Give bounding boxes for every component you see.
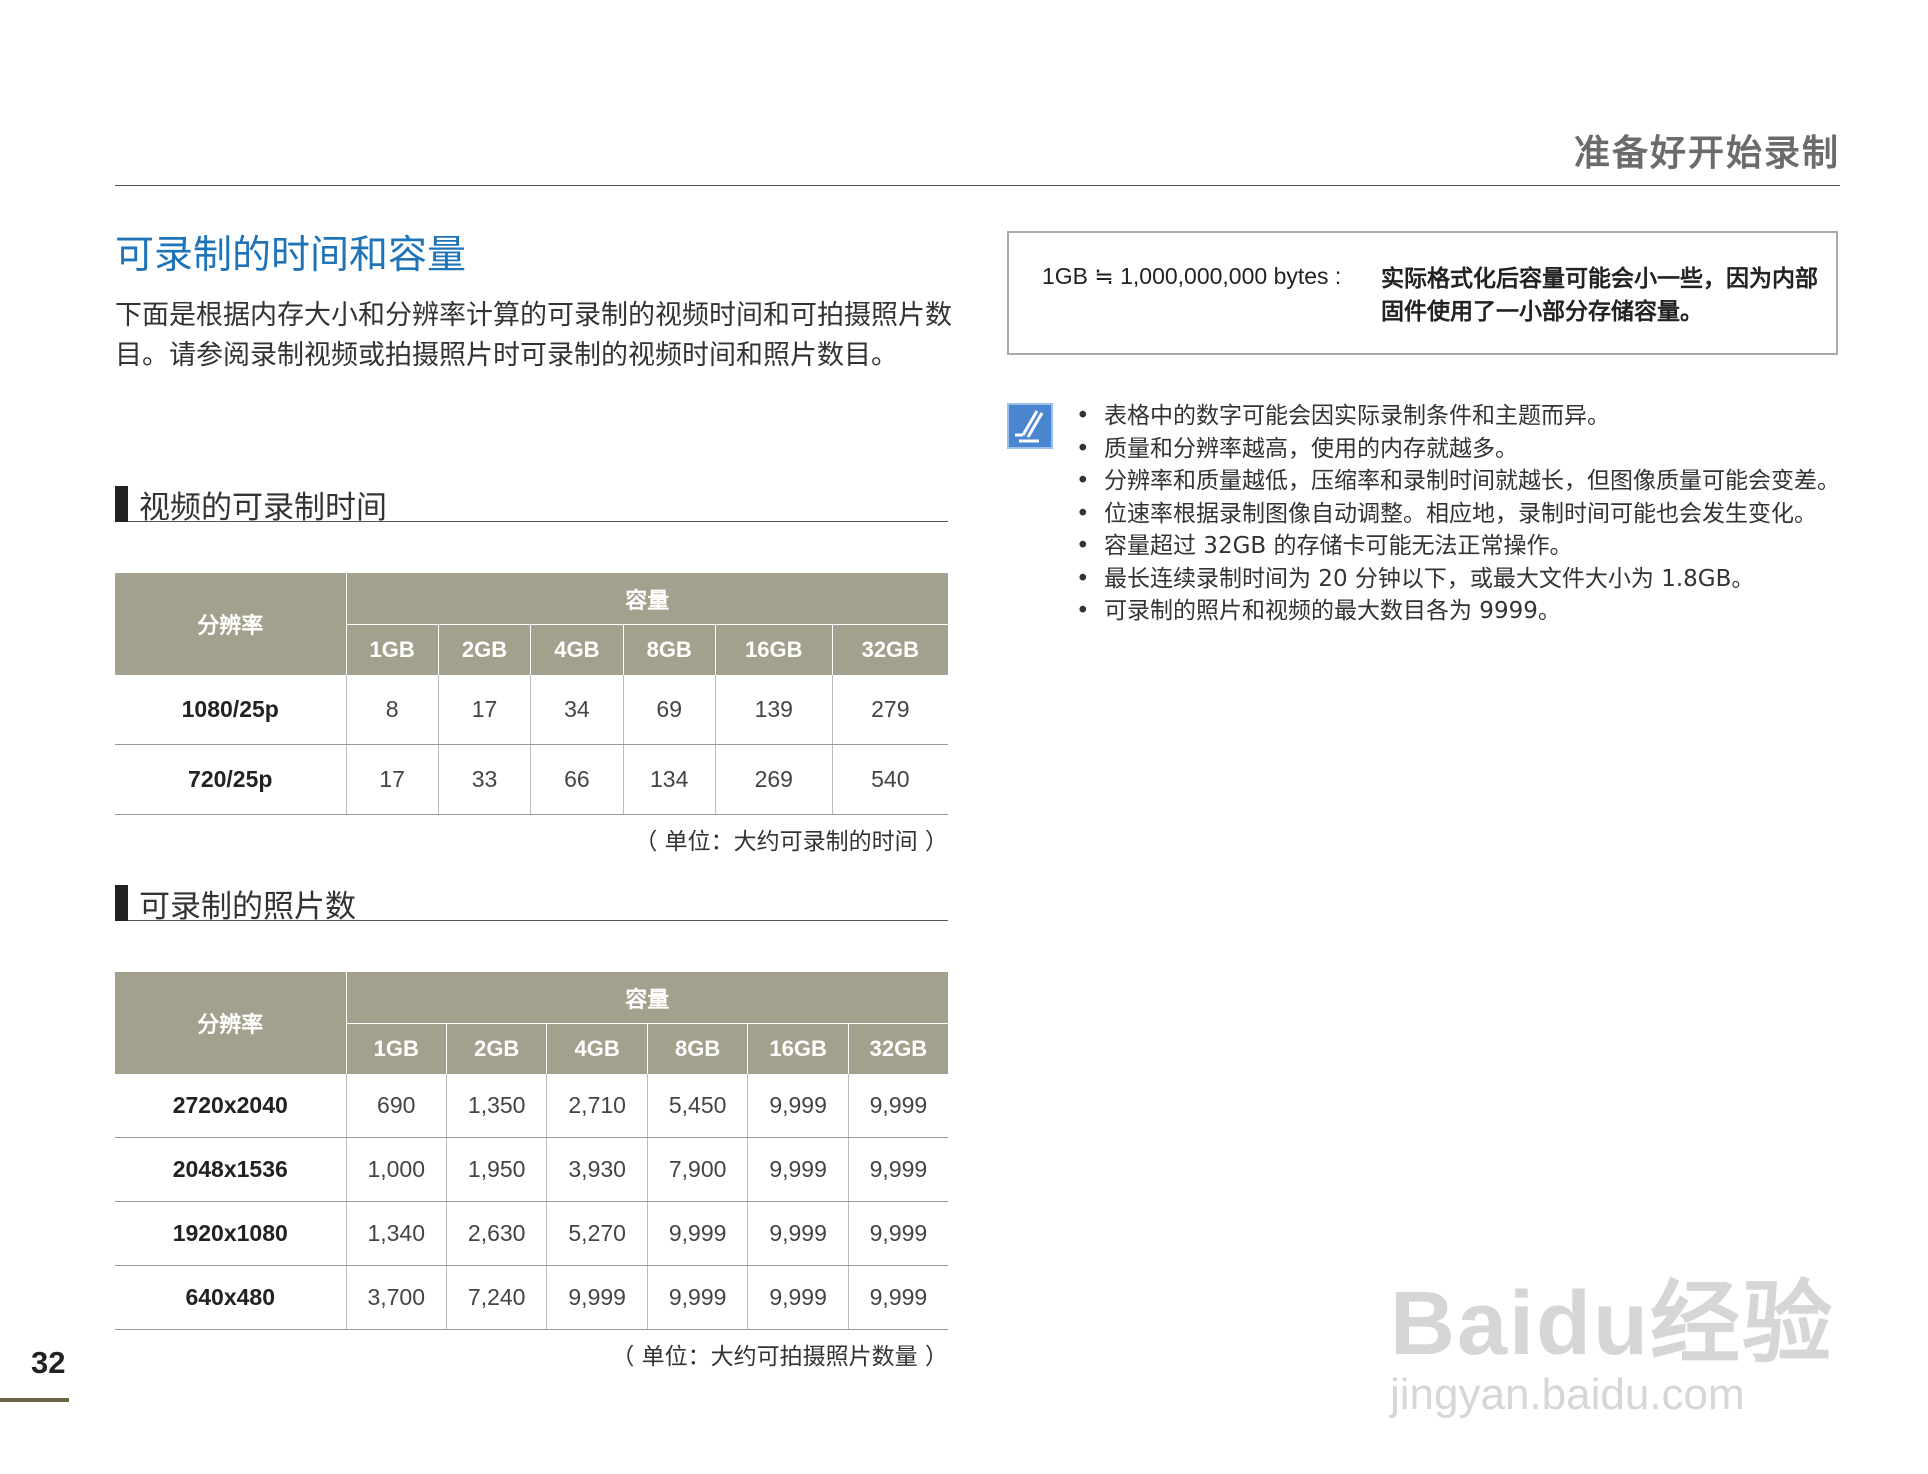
header-divider — [115, 185, 1840, 186]
note-item: 容量超过 32GB 的存储卡可能无法正常操作。 — [1076, 530, 1846, 563]
value-cell: 69 — [622, 674, 716, 745]
value-cell: 9,999 — [646, 1201, 748, 1266]
memo-pen-icon — [1007, 403, 1053, 449]
column-header: 16GB — [747, 1023, 849, 1074]
note-item: 最长连续录制时间为 20 分钟以下，或最大文件大小为 1.8GB。 — [1076, 563, 1846, 596]
value-cell: 9,999 — [646, 1265, 748, 1330]
value-cell: 9,999 — [747, 1073, 849, 1138]
intro-paragraph: 下面是根据内存大小和分辨率计算的可录制的视频时间和可拍摄照片数目。请参阅录制视频… — [115, 300, 952, 371]
table-row: 2048x1536 1,000 1,950 3,930 7,900 9,999 9,999 — [115, 1137, 948, 1202]
value-cell: 139 — [714, 674, 833, 745]
value-cell: 690 — [345, 1073, 447, 1138]
section-title: 可录制的时间和容量 — [115, 233, 467, 278]
note-item: 分辨率和质量越低，压缩率和录制时间就越长，但图像质量可能会变差。 — [1076, 465, 1846, 498]
value-cell: 9,999 — [747, 1201, 849, 1266]
column-header: 1GB — [345, 624, 439, 675]
column-header: 4GB — [546, 1023, 648, 1074]
page-number: 32 — [31, 1345, 66, 1380]
note-item: 质量和分辨率越高，使用的内存就越多。 — [1076, 433, 1846, 466]
value-cell: 9,999 — [747, 1265, 849, 1330]
value-cell: 1,350 — [445, 1073, 547, 1138]
value-cell: 9,999 — [847, 1201, 948, 1266]
table-row: 2720x2040 690 1,350 2,710 5,450 9,999 9,999 — [115, 1073, 948, 1138]
page-number-underline — [0, 1398, 69, 1402]
video-time-table: 分辨率 容量 1GB 2GB 4GB 8GB 16GB 32GB 1080/25p 8 17 34 69… — [115, 572, 948, 815]
value-cell: 5,450 — [646, 1073, 748, 1138]
column-header: 8GB — [646, 1023, 748, 1074]
value-cell: 9,999 — [847, 1265, 948, 1330]
column-header: 16GB — [714, 624, 833, 675]
capacity-header: 容量 — [345, 971, 948, 1024]
value-cell: 9,999 — [747, 1137, 849, 1202]
resolution-cell: 2048x1536 — [115, 1137, 346, 1202]
column-header: 1GB — [345, 1023, 447, 1074]
column-header: 32GB — [847, 1023, 948, 1074]
chapter-title: 准备好开始录制 — [1573, 133, 1840, 174]
value-cell: 1,950 — [445, 1137, 547, 1202]
capacity-note-box: 1GB ≒ 1,000,000,000 bytes : 实际格式化后容量可能会小… — [1007, 231, 1838, 355]
value-cell: 9,999 — [847, 1073, 948, 1138]
resolution-cell: 1080/25p — [115, 674, 346, 745]
value-cell: 2,710 — [546, 1073, 648, 1138]
video-heading: 视频的可录制时间 — [115, 482, 948, 526]
value-cell: 17 — [437, 674, 531, 745]
value-cell: 34 — [530, 674, 624, 745]
value-cell: 7,240 — [445, 1265, 547, 1330]
photo-count-table: 分辨率 容量 1GB 2GB 4GB 8GB 16GB 32GB 2720x2040 690 1,3… — [115, 971, 948, 1330]
resolution-header: 分辨率 — [115, 971, 346, 1074]
notes-list: 表格中的数字可能会因实际录制条件和主题而异。质量和分辨率越高，使用的内存就越多。… — [1076, 400, 1846, 628]
video-table-caption: （ 单位：大约可录制的时间 ） — [634, 829, 948, 855]
value-cell: 1,000 — [345, 1137, 447, 1202]
value-cell: 3,700 — [345, 1265, 447, 1330]
value-cell: 9,999 — [847, 1137, 948, 1202]
capacity-header: 容量 — [345, 572, 948, 625]
column-header: 8GB — [622, 624, 716, 675]
value-cell: 66 — [530, 744, 624, 815]
column-header: 32GB — [831, 624, 948, 675]
note-item: 位速率根据录制图像自动调整。相应地，录制时间可能也会发生变化。 — [1076, 498, 1846, 531]
resolution-cell: 640x480 — [115, 1265, 346, 1330]
value-cell: 3,930 — [546, 1137, 648, 1202]
table-row: 1080/25p 8 17 34 69 139 279 — [115, 674, 948, 745]
column-header: 4GB — [530, 624, 624, 675]
value-cell: 9,999 — [546, 1265, 648, 1330]
value-cell: 2,630 — [445, 1201, 547, 1266]
watermark-logo: Baidu经验 jingyan.baidu.com — [1390, 1274, 1835, 1419]
value-cell: 33 — [437, 744, 531, 815]
value-cell: 17 — [345, 744, 439, 815]
resolution-cell: 720/25p — [115, 744, 346, 815]
photo-heading: 可录制的照片数 — [115, 881, 948, 925]
resolution-header: 分辨率 — [115, 572, 346, 675]
note-item: 可录制的照片和视频的最大数目各为 9999。 — [1076, 595, 1846, 628]
value-cell: 5,270 — [546, 1201, 648, 1266]
value-cell: 1,340 — [345, 1201, 447, 1266]
resolution-cell: 1920x1080 — [115, 1201, 346, 1266]
resolution-cell: 2720x2040 — [115, 1073, 346, 1138]
note-value: 实际格式化后容量可能会小一些，因为内部固件使用了一小部分存储容量。 — [1381, 266, 1818, 325]
value-cell: 540 — [831, 744, 948, 815]
photo-table-caption: （ 单位：大约可拍摄照片数量 ） — [611, 1344, 948, 1370]
value-cell: 269 — [714, 744, 833, 815]
value-cell: 279 — [831, 674, 948, 745]
column-header: 2GB — [445, 1023, 547, 1074]
table-row: 720/25p 17 33 66 134 269 540 — [115, 744, 948, 815]
value-cell: 8 — [345, 674, 439, 745]
note-key: 1GB ≒ 1,000,000,000 bytes : — [1042, 263, 1342, 289]
note-item: 表格中的数字可能会因实际录制条件和主题而异。 — [1076, 400, 1846, 433]
table-row: 640x480 3,700 7,240 9,999 9,999 9,999 9,999 — [115, 1265, 948, 1330]
column-header: 2GB — [437, 624, 531, 675]
value-cell: 7,900 — [646, 1137, 748, 1202]
value-cell: 134 — [622, 744, 716, 815]
table-row: 1920x1080 1,340 2,630 5,270 9,999 9,999 9,999 — [115, 1201, 948, 1266]
